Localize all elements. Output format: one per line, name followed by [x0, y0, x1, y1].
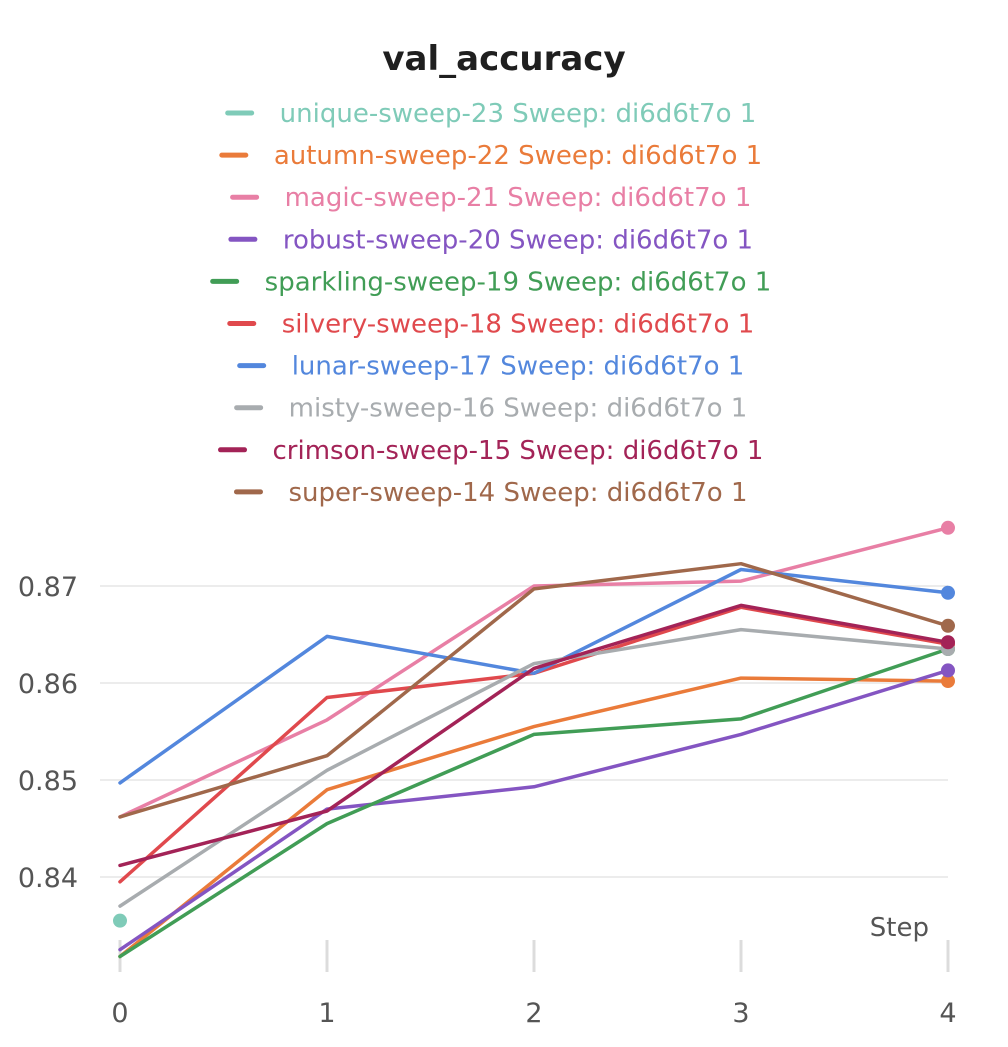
- series-line: [118, 526, 950, 819]
- series-end-point: [941, 520, 955, 535]
- y-tick-label: 0.85: [18, 766, 78, 797]
- legend-item: lunar-sweep-17 Sweep: di6d6t7o 1: [237, 352, 745, 382]
- legend-label: magic-sweep-21 Sweep: di6d6t7o 1: [285, 183, 752, 213]
- series-end-points: [113, 520, 955, 928]
- y-tick-label: 0.87: [18, 572, 78, 603]
- series-line: [118, 627, 950, 908]
- legend-item: silvery-sweep-18 Sweep: di6d6t7o 1: [227, 310, 754, 340]
- y-tick-label: 0.86: [18, 669, 78, 700]
- legend-label: sparkling-sweep-19 Sweep: di6d6t7o 1: [265, 267, 772, 297]
- x-tick-label: 2: [525, 998, 542, 1029]
- legend-item: magic-sweep-21 Sweep: di6d6t7o 1: [230, 183, 752, 213]
- series-end-point: [113, 913, 127, 928]
- legend-label: super-sweep-14 Sweep: di6d6t7o 1: [288, 478, 747, 508]
- series-line: [118, 605, 950, 884]
- series-end-point: [941, 618, 955, 633]
- series-line: [118, 647, 950, 959]
- legend-item: super-sweep-14 Sweep: di6d6t7o 1: [233, 478, 748, 508]
- legend-item: robust-sweep-20 Sweep: di6d6t7o 1: [228, 225, 753, 255]
- legend-item: crimson-sweep-15 Sweep: di6d6t7o 1: [218, 436, 764, 466]
- legend-label: robust-sweep-20 Sweep: di6d6t7o 1: [283, 225, 753, 255]
- x-tick-label: 1: [318, 998, 335, 1029]
- legend-item: autumn-sweep-22 Sweep: di6d6t7o 1: [219, 141, 762, 171]
- series-end-point: [941, 663, 955, 678]
- legend-item: misty-sweep-16 Sweep: di6d6t7o 1: [234, 394, 748, 424]
- series-line: [118, 603, 950, 868]
- series-end-point: [941, 635, 955, 650]
- series-line: [118, 567, 950, 785]
- x-tick-label: 3: [732, 998, 749, 1029]
- x-tick-label: 4: [939, 998, 956, 1029]
- legend-label: silvery-sweep-18 Sweep: di6d6t7o 1: [282, 310, 754, 340]
- series-lines: [118, 526, 950, 959]
- series-line: [118, 561, 950, 819]
- chart-title: val_accuracy: [382, 39, 625, 79]
- y-tick-label: 0.84: [18, 863, 78, 894]
- x-axis-label: Step: [870, 913, 929, 943]
- series-line: [118, 676, 950, 959]
- y-axis: 0.84 0.85 0.86 0.87: [18, 572, 78, 894]
- legend-label: unique-sweep-23 Sweep: di6d6t7o 1: [280, 99, 757, 129]
- legend-item: unique-sweep-23 Sweep: di6d6t7o 1: [225, 99, 757, 129]
- legend-label: autumn-sweep-22 Sweep: di6d6t7o 1: [274, 141, 762, 171]
- x-axis: 0 1 2 3 4: [111, 940, 957, 1029]
- legend-label: lunar-sweep-17 Sweep: di6d6t7o 1: [292, 352, 745, 382]
- series-end-point: [941, 674, 955, 689]
- legend-label: misty-sweep-16 Sweep: di6d6t7o 1: [289, 394, 748, 424]
- legend: unique-sweep-23 Sweep: di6d6t7o 1 autumn-…: [210, 99, 772, 508]
- series-end-point: [941, 585, 955, 600]
- series-line: [118, 668, 950, 952]
- legend-item: sparkling-sweep-19 Sweep: di6d6t7o 1: [210, 267, 772, 297]
- x-tick-label: 0: [111, 998, 128, 1029]
- grid: [100, 585, 948, 878]
- legend-label: crimson-sweep-15 Sweep: di6d6t7o 1: [273, 436, 764, 466]
